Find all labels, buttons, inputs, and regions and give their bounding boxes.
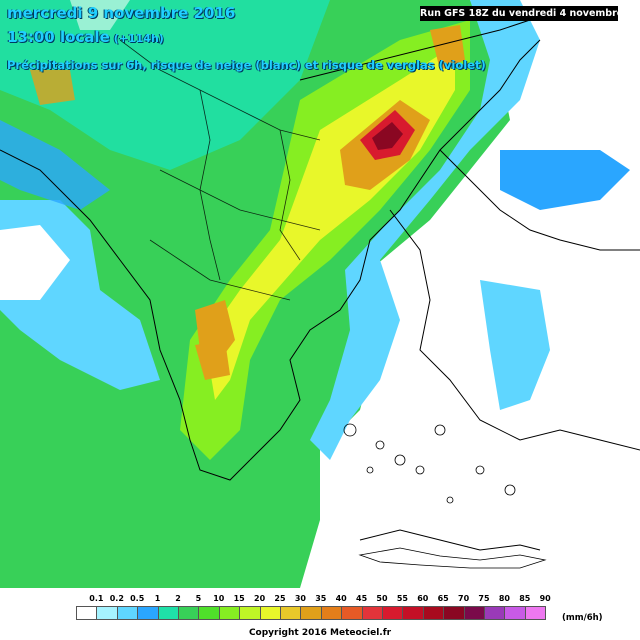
- legend-swatch: [402, 606, 424, 620]
- lead-time: (+114h): [113, 32, 164, 45]
- coastlines: [0, 19, 640, 551]
- legend-swatch: [157, 606, 179, 620]
- legend-tick: 0.2: [109, 594, 124, 603]
- forecast-time: 13:00 locale (+114h): [7, 28, 164, 46]
- legend-swatch: [259, 606, 281, 620]
- forecast-date: mercredi 9 novembre 2016: [7, 4, 236, 22]
- borders: [119, 39, 321, 301]
- local-time: 13:00 locale: [7, 28, 110, 46]
- legend-swatch: [443, 606, 465, 620]
- legend-swatch: [463, 606, 485, 620]
- legend-swatch: [137, 606, 159, 620]
- blue-band-anatolia: [500, 150, 630, 210]
- legend-tick: 85: [519, 594, 531, 603]
- legend-swatch: [382, 606, 404, 620]
- legend-tick: 25: [274, 594, 286, 603]
- legend-tick: 50: [376, 594, 388, 603]
- legend-swatch: [300, 606, 322, 620]
- legend-tick: 2: [175, 594, 181, 603]
- legend-tick: 55: [396, 594, 408, 603]
- legend-swatch: [116, 606, 139, 620]
- legend-swatch: [280, 606, 302, 620]
- legend-tick: 45: [356, 594, 368, 603]
- model-run-label: Run GFS 18Z du vendredi 4 novembre 2016: [420, 6, 640, 21]
- snow-risk-hatch: [70, 0, 130, 30]
- legend-tick: 35: [315, 594, 327, 603]
- legend-tick: 75: [478, 594, 490, 603]
- legend-tick: 30: [294, 594, 306, 603]
- legend-swatch: [198, 606, 220, 620]
- legend-tick: 1: [154, 594, 161, 603]
- map-subtitle: Précipitations sur 6h, risque de neige (…: [7, 58, 486, 72]
- legend-swatch: [341, 606, 363, 620]
- legend-swatch: [239, 606, 261, 620]
- max-core: [372, 122, 403, 150]
- legend-tick: 5: [195, 594, 202, 603]
- legend-tick: 15: [233, 594, 245, 603]
- legend-tick: 70: [458, 594, 470, 603]
- blue-patch-turkey: [480, 280, 550, 410]
- legend-tick: 10: [213, 594, 225, 603]
- legend-unit: (mm/6h): [562, 613, 603, 623]
- legend-swatch: [422, 606, 445, 620]
- orange-northwest: [30, 70, 75, 105]
- legend-swatch: [320, 606, 343, 620]
- copyright: Copyright 2016 Meteociel.fr: [248, 628, 392, 638]
- legend-tick: 0.1: [89, 594, 104, 603]
- orange-north: [430, 25, 465, 70]
- legend-swatch: [76, 606, 98, 620]
- legend-tick: 90: [539, 594, 551, 603]
- legend-swatch: [178, 606, 200, 620]
- legend-swatch: [218, 606, 241, 620]
- legend-swatch: [504, 606, 526, 620]
- islands: [343, 423, 547, 569]
- legend-tick: 40: [335, 594, 347, 603]
- blue-fringe-east: [310, 0, 540, 460]
- blue-northwest: [0, 120, 110, 210]
- legend-tick: 80: [498, 594, 510, 603]
- legend-swatch: [361, 606, 383, 620]
- legend-tick: 65: [437, 594, 449, 603]
- legend-tick: 20: [254, 594, 266, 603]
- legend-tick: 60: [417, 594, 429, 603]
- legend-swatch: [484, 606, 506, 620]
- teal-north: [0, 0, 330, 170]
- clear-area-east: [300, 0, 640, 588]
- legend-swatch: [96, 606, 118, 620]
- map-canvas: [0, 0, 640, 588]
- clear-west: [0, 225, 70, 300]
- orange-greece-2: [195, 340, 230, 380]
- color-legend: 0.1 0.2 0.5 1 2 5 10 15 20 25 30 35 40 45 50 55 60 65 70 75…: [0, 588, 640, 640]
- legend-swatch: [524, 606, 547, 620]
- legend-tick: 0.5: [130, 594, 145, 603]
